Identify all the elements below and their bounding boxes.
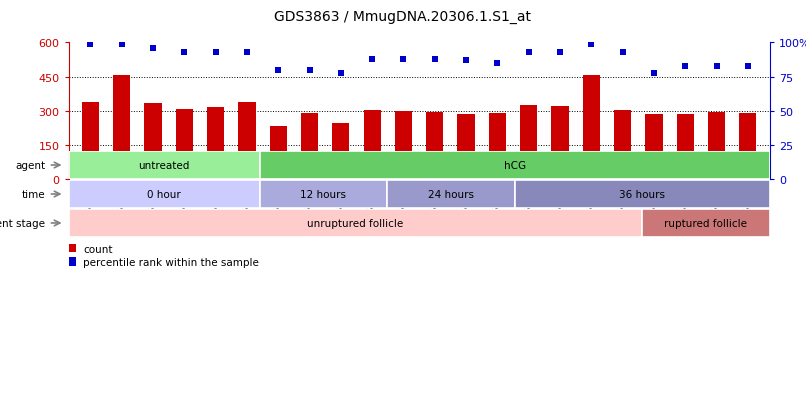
Text: 24 hours: 24 hours (428, 190, 474, 199)
Point (210, 50, 222, 56)
Text: time: time (22, 190, 45, 199)
Bar (144, 104, 162, 180)
Point (428, 57, 441, 63)
Bar (207, 108, 224, 180)
Bar (260, 180, 387, 209)
Text: 36 hours: 36 hours (619, 190, 665, 199)
Point (491, 60, 504, 67)
Text: unruptured follicle: unruptured follicle (307, 218, 404, 228)
Point (647, 70, 660, 77)
Point (115, 41, 128, 48)
Point (178, 50, 191, 56)
Bar (82, 102, 99, 180)
Bar (260, 152, 770, 180)
Bar (301, 114, 318, 180)
Text: count: count (83, 244, 113, 254)
Point (84, 41, 97, 48)
Bar (708, 113, 725, 180)
Bar (364, 110, 380, 180)
Text: untreated: untreated (139, 161, 190, 171)
Point (710, 63, 723, 70)
Point (742, 63, 754, 70)
Point (147, 45, 160, 52)
Bar (426, 113, 443, 180)
Point (272, 67, 285, 74)
Point (397, 57, 410, 63)
Text: GDS3863 / MmugDNA.20306.1.S1_at: GDS3863 / MmugDNA.20306.1.S1_at (275, 10, 531, 24)
Text: hCG: hCG (504, 161, 526, 171)
Bar (614, 110, 631, 180)
Point (240, 50, 253, 56)
Bar (69, 180, 260, 209)
Point (585, 41, 598, 48)
Bar (646, 115, 663, 180)
Bar (676, 115, 694, 180)
Bar (583, 76, 600, 180)
Bar (69, 244, 77, 253)
Bar (488, 114, 506, 180)
Bar (270, 126, 287, 180)
Bar (176, 109, 193, 180)
Point (459, 58, 472, 64)
Bar (642, 209, 770, 237)
Point (616, 50, 629, 56)
Text: 12 hours: 12 hours (301, 190, 347, 199)
Point (334, 70, 347, 77)
Text: ruptured follicle: ruptured follicle (664, 218, 747, 228)
Bar (520, 106, 538, 180)
Point (679, 63, 692, 70)
Text: development stage: development stage (0, 218, 45, 228)
Bar (739, 114, 756, 180)
Bar (239, 102, 256, 180)
Bar (551, 107, 568, 180)
Point (366, 57, 379, 63)
Point (303, 67, 316, 74)
Text: agent: agent (15, 161, 45, 171)
Bar (113, 76, 131, 180)
Bar (69, 209, 642, 237)
Bar (515, 180, 770, 209)
Bar (387, 180, 515, 209)
Bar (69, 258, 77, 266)
Point (522, 50, 535, 56)
Text: percentile rank within the sample: percentile rank within the sample (83, 258, 259, 268)
Bar (458, 115, 475, 180)
Bar (69, 152, 260, 180)
Point (554, 50, 567, 56)
Text: 0 hour: 0 hour (147, 190, 181, 199)
Bar (332, 124, 350, 180)
Bar (395, 112, 412, 180)
